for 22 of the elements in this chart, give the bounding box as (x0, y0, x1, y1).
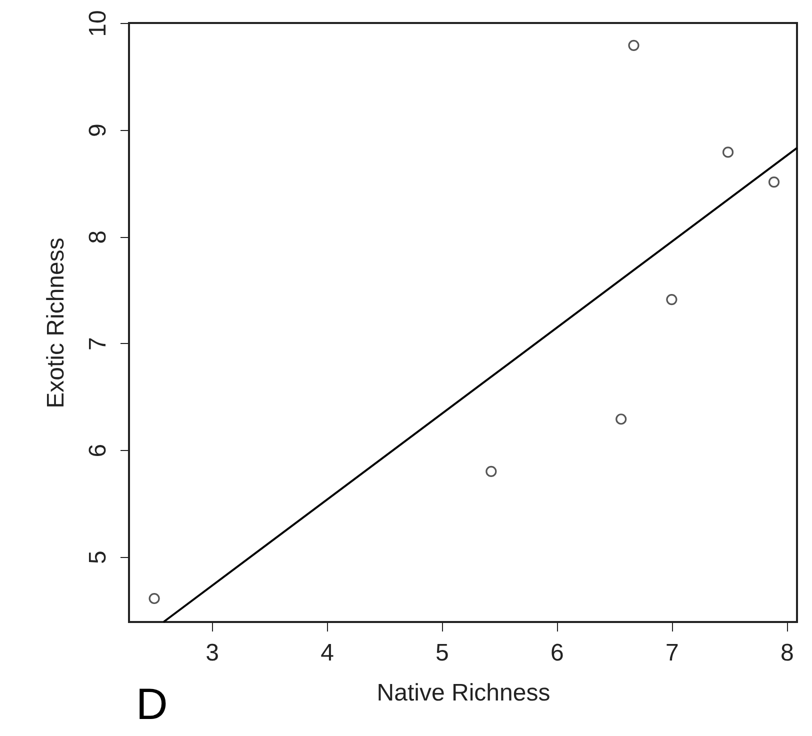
point (486, 466, 497, 477)
y-tick-label: 6 (84, 444, 112, 458)
point (768, 176, 780, 188)
y-tick-label: 7 (84, 337, 112, 350)
x-tick-label: 3 (206, 640, 219, 666)
text: D (136, 680, 168, 730)
point (616, 414, 627, 425)
point (628, 40, 640, 51)
y-tick-label: 5 (84, 550, 112, 564)
y-tick-label: 9 (84, 124, 112, 137)
x-tick-label: 4 (320, 640, 334, 666)
x-tick-label: 7 (666, 640, 679, 666)
point (666, 294, 678, 306)
x-tick-label: 6 (550, 640, 564, 666)
x-axis-title: Native Richness (376, 680, 550, 706)
y-tick-label: 10 (84, 10, 112, 37)
x-tick-label: 8 (780, 640, 794, 666)
point (148, 592, 160, 604)
y-tick-label: 8 (84, 230, 112, 244)
x-tick-label: 5 (436, 640, 449, 666)
y-axis-title: Exotic Richness (42, 238, 70, 408)
point (722, 146, 734, 158)
